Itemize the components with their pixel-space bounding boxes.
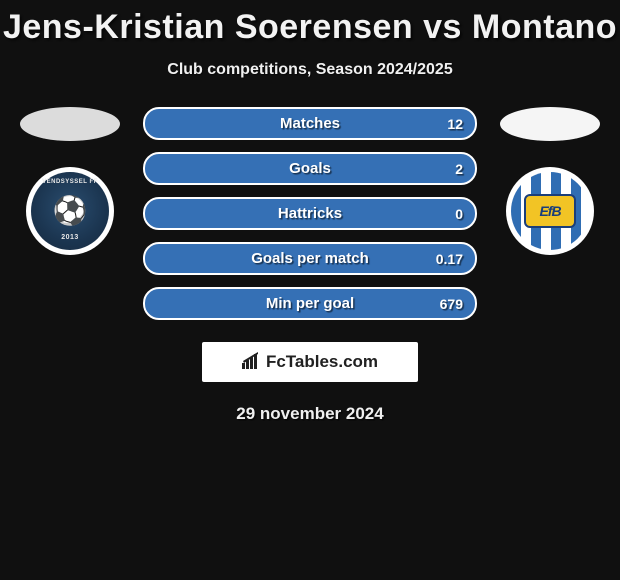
crest-left-top-text: VENDSYSSEL FF xyxy=(31,179,109,185)
stat-label: Goals xyxy=(289,160,331,177)
main-row: VENDSYSSEL FF ⚽ 2013 Matches 12 Goals 2 Hatt… xyxy=(0,107,620,320)
stat-right-value: 679 xyxy=(440,296,463,312)
stat-bar: Goals per match 0.17 xyxy=(143,242,477,275)
player2-placeholder xyxy=(500,107,600,141)
stats-column: Matches 12 Goals 2 Hattricks 0 Goals per match… xyxy=(125,107,495,320)
branding-badge[interactable]: FcTables.com xyxy=(202,342,418,382)
stat-bar: Hattricks 0 xyxy=(143,197,477,230)
stat-right-value: 12 xyxy=(447,116,463,132)
player2-column: EfB xyxy=(495,107,605,255)
crest-left-inner: VENDSYSSEL FF ⚽ 2013 xyxy=(31,172,109,250)
player2-club-crest: EfB xyxy=(506,167,594,255)
crest-left-year: 2013 xyxy=(31,234,109,241)
stat-label: Goals per match xyxy=(251,250,369,267)
stat-right-value: 0 xyxy=(455,206,463,222)
date-label: 29 november 2024 xyxy=(0,404,620,424)
player1-column: VENDSYSSEL FF ⚽ 2013 xyxy=(15,107,125,255)
crest-right-inner: EfB xyxy=(511,172,589,250)
stat-bar: Goals 2 xyxy=(143,152,477,185)
player1-placeholder xyxy=(20,107,120,141)
stat-right-value: 2 xyxy=(455,161,463,177)
stat-right-value: 0.17 xyxy=(436,251,463,267)
comparison-card: Jens-Kristian Soerensen vs Montano Club … xyxy=(0,0,620,424)
stat-label: Hattricks xyxy=(278,205,342,222)
branding-text: FcTables.com xyxy=(266,352,378,372)
subtitle: Club competitions, Season 2024/2025 xyxy=(0,61,620,79)
stat-bar: Matches 12 xyxy=(143,107,477,140)
soccer-ball-icon: ⚽ xyxy=(53,197,88,225)
player1-club-crest: VENDSYSSEL FF ⚽ 2013 xyxy=(26,167,114,255)
page-title: Jens-Kristian Soerensen vs Montano xyxy=(0,8,620,47)
stat-label: Min per goal xyxy=(266,295,354,312)
stat-bar: Min per goal 679 xyxy=(143,287,477,320)
stat-label: Matches xyxy=(280,115,340,132)
chart-icon xyxy=(242,351,262,374)
crest-right-badge: EfB xyxy=(524,194,576,228)
